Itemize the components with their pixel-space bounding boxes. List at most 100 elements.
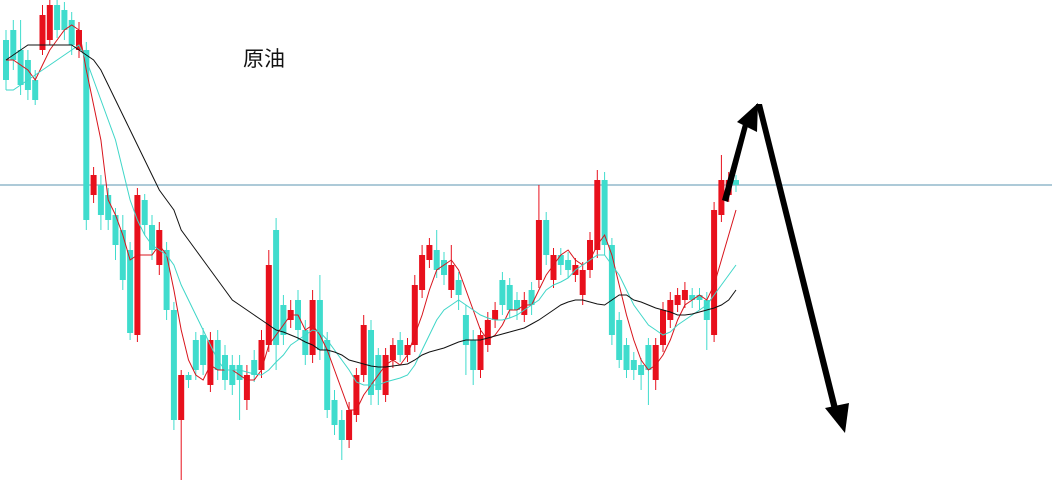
candle-body xyxy=(316,300,323,350)
candle-body xyxy=(346,410,353,440)
candle-body xyxy=(608,245,615,335)
candle-body xyxy=(265,265,272,345)
candle-body xyxy=(97,185,104,215)
chart-title: 原油 xyxy=(243,47,285,71)
candle-body xyxy=(652,345,659,380)
candle-body xyxy=(499,280,506,305)
arrow-up-shaft xyxy=(722,124,748,202)
candle-body xyxy=(90,175,97,195)
candle-body xyxy=(54,5,61,30)
candle-body xyxy=(535,220,542,280)
candle-body xyxy=(470,340,477,370)
arrow-down-shaft xyxy=(756,104,838,410)
candle-body xyxy=(718,180,725,215)
candle-body xyxy=(426,245,433,260)
candle-body xyxy=(273,230,280,345)
candle-body xyxy=(127,250,134,333)
moving-average-line xyxy=(6,44,737,386)
candle-body xyxy=(112,215,119,245)
candle-body xyxy=(61,10,68,30)
candle-body xyxy=(638,365,645,375)
candle-body xyxy=(543,220,550,255)
candle-body xyxy=(251,360,258,375)
candle-body xyxy=(645,345,652,370)
candle-body xyxy=(696,295,703,300)
candle-body xyxy=(674,295,681,305)
candle-body xyxy=(389,345,396,360)
candle-body xyxy=(360,325,367,375)
candle-body xyxy=(630,360,637,370)
candle-body xyxy=(455,280,462,295)
candle-body xyxy=(24,60,31,90)
candle-body xyxy=(32,80,39,100)
candle-body xyxy=(214,340,221,370)
candle-body xyxy=(368,330,374,395)
candle-body xyxy=(689,295,696,300)
moving-average-line xyxy=(5,44,737,368)
candle-body xyxy=(46,5,53,40)
candle-body xyxy=(68,20,75,45)
candle-body xyxy=(506,285,513,310)
candle-body xyxy=(433,250,440,270)
candle-body xyxy=(514,300,520,310)
candle-body xyxy=(492,310,499,320)
candle-body xyxy=(711,210,718,335)
candle-body xyxy=(243,375,250,400)
candle-body xyxy=(163,250,170,310)
candle-body xyxy=(39,15,46,50)
arrow-down-head xyxy=(825,403,849,433)
candle-body xyxy=(587,240,593,270)
candle-body xyxy=(448,265,455,290)
candle-body xyxy=(397,340,404,355)
candle-body xyxy=(207,340,214,385)
candle-body xyxy=(404,345,411,355)
candle-body xyxy=(550,255,557,280)
candle-body xyxy=(76,30,82,50)
candle-body xyxy=(594,180,601,250)
candle-body xyxy=(477,335,484,370)
candle-body xyxy=(185,375,192,380)
candle-body xyxy=(353,375,360,415)
candle-body xyxy=(141,200,148,225)
candle-body xyxy=(557,255,564,265)
candle-body xyxy=(229,365,236,385)
candle-body xyxy=(170,310,177,420)
candle-body xyxy=(83,50,90,220)
candle-body xyxy=(134,195,141,335)
candle-body xyxy=(200,335,207,365)
candle-body xyxy=(236,365,243,380)
candle-body xyxy=(601,180,608,245)
candle-body xyxy=(484,320,491,345)
candle-body xyxy=(156,230,163,265)
candle-body xyxy=(258,340,265,370)
candle-body xyxy=(579,270,586,295)
candle-body xyxy=(338,420,345,440)
candle-body xyxy=(222,355,228,380)
candle-body xyxy=(178,375,185,420)
candle-body xyxy=(309,300,316,355)
candle-body xyxy=(616,320,623,360)
candle-body xyxy=(681,290,688,300)
candle-body xyxy=(521,300,528,315)
candle-body xyxy=(565,260,572,270)
candle-body xyxy=(149,225,155,250)
candle-body xyxy=(280,305,287,335)
candle-body xyxy=(119,230,126,280)
candle-body xyxy=(10,30,17,60)
candle-body xyxy=(324,340,331,410)
candle-body xyxy=(462,315,469,345)
candle-body xyxy=(411,285,418,345)
candle-body xyxy=(375,355,382,390)
candle-body xyxy=(667,300,674,320)
candle-body xyxy=(623,345,630,370)
candle-body xyxy=(419,255,426,290)
candle-body xyxy=(105,195,112,220)
candle-body xyxy=(441,260,447,275)
candle-body xyxy=(660,310,666,345)
candle-body xyxy=(733,180,739,185)
candle-body xyxy=(17,50,24,85)
candle-body xyxy=(528,290,535,305)
candle-body xyxy=(382,355,389,395)
